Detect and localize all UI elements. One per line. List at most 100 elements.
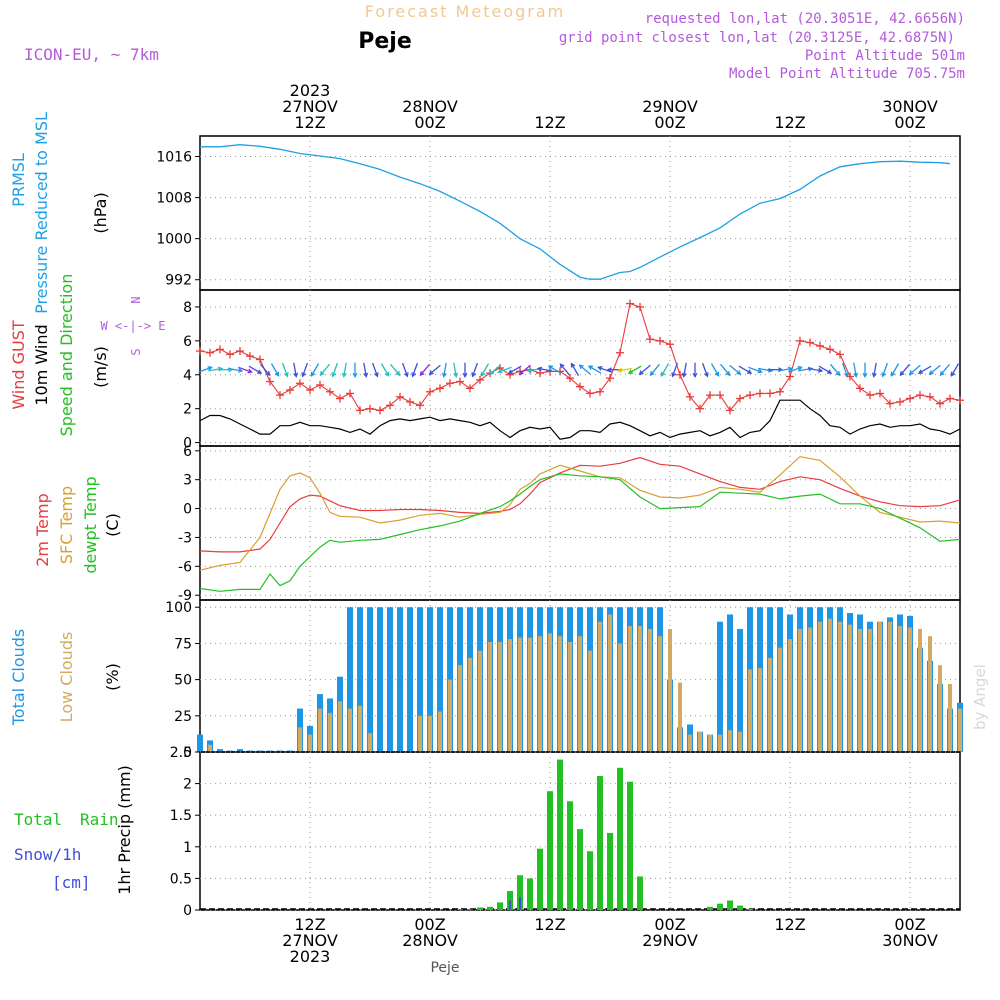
total-clouds-label: Total Clouds bbox=[9, 629, 28, 727]
snow-bar bbox=[519, 897, 521, 910]
footer-station: Peje bbox=[430, 960, 459, 976]
wind-arrow bbox=[390, 363, 401, 377]
low-clouds-bar bbox=[368, 733, 372, 752]
low-clouds-bar bbox=[548, 633, 552, 752]
model-altitude: Model Point Altitude 705.75m bbox=[729, 66, 965, 82]
time-axis-label: 12Z bbox=[534, 915, 565, 934]
wind-arrow bbox=[950, 363, 960, 377]
low-clouds-bar bbox=[658, 636, 662, 752]
gust-point bbox=[416, 401, 424, 410]
temp-unit: (C) bbox=[103, 513, 122, 537]
total-clouds-bar bbox=[357, 607, 363, 752]
y-tick-label: 1000 bbox=[156, 232, 192, 248]
wind-arrow bbox=[788, 366, 803, 373]
rain-bar bbox=[467, 909, 473, 910]
gust-point bbox=[386, 401, 394, 410]
wind-arrow bbox=[627, 365, 642, 374]
wind-arrow bbox=[471, 362, 479, 378]
gust-point bbox=[666, 340, 674, 349]
gust-point bbox=[346, 389, 354, 398]
low-clouds-bar bbox=[628, 626, 632, 752]
low-clouds-bar bbox=[858, 628, 862, 752]
low-clouds-bar bbox=[708, 734, 712, 752]
wind-arrow bbox=[570, 362, 580, 377]
wind10m-label: 10m Wind bbox=[32, 324, 51, 405]
gust-point bbox=[816, 341, 824, 350]
wind-arrow bbox=[419, 363, 430, 377]
gust-point bbox=[206, 348, 214, 357]
y-tick-label: 1016 bbox=[156, 150, 192, 166]
time-axis-label: 00Z bbox=[654, 113, 685, 132]
low-clouds-bar bbox=[488, 641, 492, 752]
gust-point bbox=[786, 372, 794, 381]
low-clouds-bar bbox=[528, 637, 532, 752]
rain-bar bbox=[727, 900, 733, 910]
time-axis-label: 12Z bbox=[534, 113, 565, 132]
temp2m-line bbox=[199, 456, 961, 553]
gust-point bbox=[886, 399, 894, 408]
gust-point bbox=[646, 335, 654, 344]
temperature-panel: -9 -6 -3 0 3 6 bbox=[178, 444, 961, 604]
y-tick-label: 2.5 bbox=[170, 745, 192, 761]
gust-point bbox=[466, 384, 474, 393]
time-axis-label: 30NOV bbox=[882, 931, 938, 950]
gust-point bbox=[896, 397, 904, 406]
pressure-label: PRMSL bbox=[9, 153, 28, 207]
y-tick-label: 2 bbox=[183, 777, 192, 793]
low-clouds-bar bbox=[808, 627, 812, 752]
gust-point bbox=[746, 391, 754, 400]
low-clouds-bar bbox=[688, 734, 692, 752]
gust-point bbox=[476, 375, 484, 384]
low-clouds-bar bbox=[518, 637, 522, 752]
wind-arrow bbox=[227, 367, 244, 373]
sfc-temp-line bbox=[199, 455, 961, 571]
gust-point bbox=[406, 397, 414, 406]
time-axis-label: 00Z bbox=[654, 915, 685, 934]
rain-bar bbox=[457, 909, 463, 910]
low-clouds-bar bbox=[328, 712, 332, 752]
low-clouds-bar bbox=[458, 665, 462, 752]
low-clouds-bar bbox=[698, 731, 702, 752]
low-clouds-bar bbox=[308, 734, 312, 752]
time-axis-label: 2023 bbox=[290, 947, 331, 966]
wind-arrow bbox=[649, 363, 660, 377]
rain-bar bbox=[627, 781, 633, 910]
gust-point bbox=[906, 394, 914, 403]
low-clouds-bar bbox=[318, 708, 322, 752]
low-clouds-bar bbox=[958, 708, 962, 752]
dewpt-line bbox=[199, 473, 961, 592]
y-tick-label: 75 bbox=[174, 636, 192, 652]
compass-south: S bbox=[129, 348, 143, 355]
pressure-panel: 992 1000 1008 1016 bbox=[156, 135, 961, 291]
side-labels: PRMSL Pressure Reduced to MSL (hPa) Wind GU… bbox=[9, 112, 166, 895]
low-clouds-bar bbox=[898, 626, 902, 752]
low-clouds-bar bbox=[588, 650, 592, 752]
wind-arrow bbox=[939, 363, 950, 377]
total-clouds-bar bbox=[217, 749, 223, 752]
wind-arrow bbox=[807, 367, 824, 373]
total-clouds-bar bbox=[427, 607, 433, 752]
low-clouds-bar bbox=[428, 715, 432, 752]
wind-arrow bbox=[671, 362, 679, 378]
y-tick-label: 50 bbox=[174, 673, 192, 689]
gust-point bbox=[266, 377, 274, 386]
gust-point bbox=[806, 338, 814, 347]
time-axis-label: 12Z bbox=[774, 915, 805, 934]
low-clouds-bar bbox=[908, 627, 912, 752]
rain-bar bbox=[537, 848, 543, 910]
y-tick-label: 1 bbox=[183, 840, 192, 856]
wind-arrow bbox=[748, 366, 763, 374]
wind-arrow bbox=[692, 362, 698, 379]
wind-arrow bbox=[270, 363, 280, 377]
gust-point bbox=[946, 394, 954, 403]
gust-line bbox=[199, 302, 961, 412]
station-name: Peje bbox=[358, 29, 412, 54]
gust-point bbox=[596, 387, 604, 396]
low-clouds-bar bbox=[618, 643, 622, 752]
gust-point bbox=[276, 391, 284, 400]
low-clouds-bar bbox=[738, 731, 742, 752]
gust-point bbox=[586, 389, 594, 398]
wind-arrow bbox=[248, 365, 263, 374]
gust-point bbox=[576, 382, 584, 391]
low-clouds-bar bbox=[728, 730, 732, 752]
